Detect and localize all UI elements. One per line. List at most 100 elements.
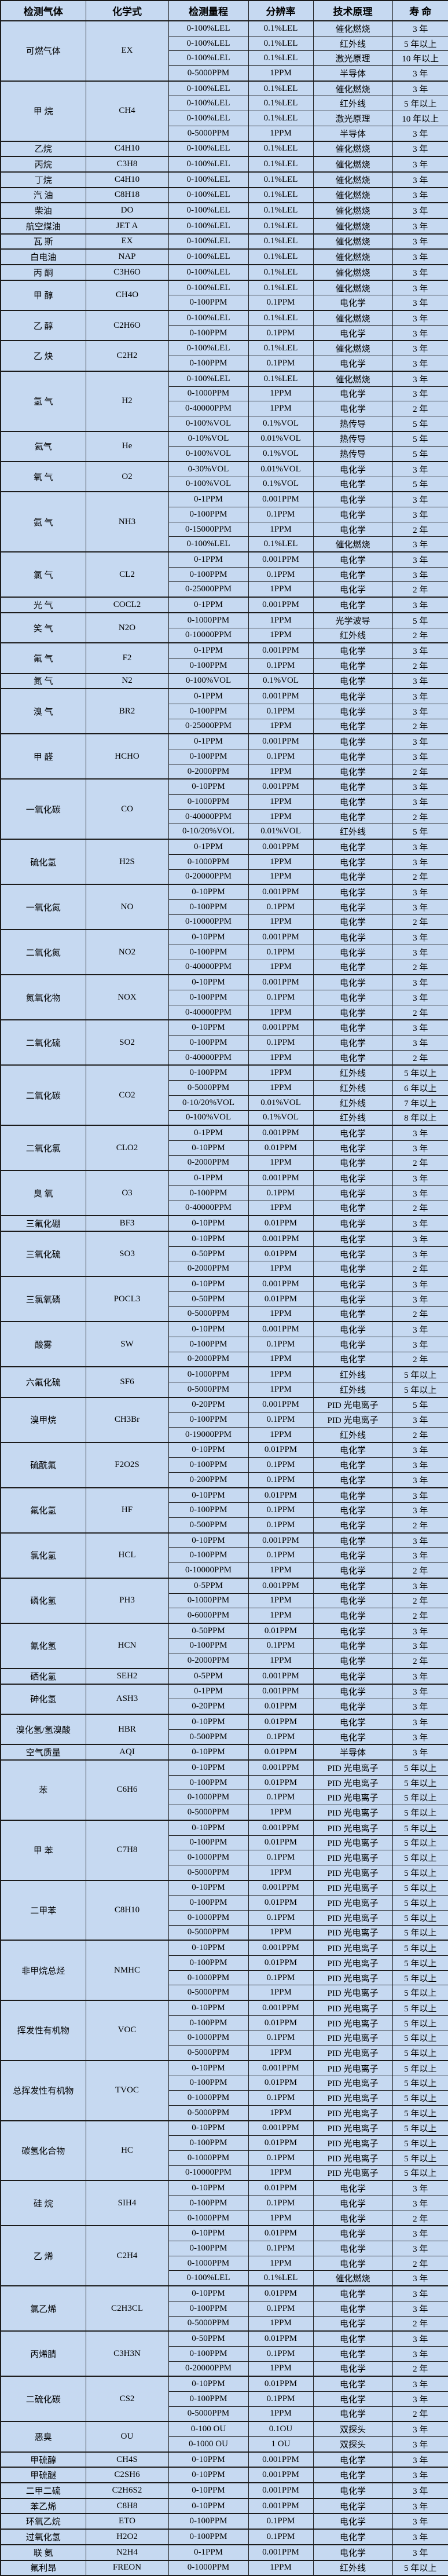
resolution-cell: 0.1%LEL	[248, 233, 314, 250]
principle-cell: 电化学	[313, 2180, 393, 2197]
resolution-cell: 0.001PPM	[248, 551, 314, 568]
lifespan-cell: 2 年	[392, 1351, 448, 1367]
range-cell: 0-40000PPM	[168, 1049, 249, 1066]
resolution-cell: 0.001PPM	[248, 1019, 314, 1036]
formula-cell: HCN	[85, 1622, 169, 1669]
resolution-cell: 1PPM	[248, 1924, 314, 1941]
resolution-cell: 1PPM	[248, 794, 314, 810]
table-row: 0-1000PPM 0.1PPM PID 光电离子 5 年以上	[1, 2030, 448, 2046]
principle-cell: 催化燃烧	[313, 171, 393, 188]
principle-cell: 电化学	[313, 703, 393, 719]
formula-cell: FREON	[85, 2559, 169, 2576]
table-row: 0-1000PPM 1PPM 电化学 2 年	[1, 2210, 448, 2226]
table-row: 航空煤油 JET A 0-100%LEL 0.1%LEL 催化燃烧 3 年	[0, 217, 448, 235]
resolution-cell: 1PPM	[248, 627, 314, 643]
table-row: 瓦 斯 EX 0-100%LEL 0.1%LEL 催化燃烧 3 年	[0, 233, 448, 250]
gas-name-cell: 白电油	[0, 248, 86, 265]
principle-cell: 热传导	[313, 415, 393, 432]
resolution-cell: 0.1%LEL	[248, 20, 314, 36]
principle-cell: PID 光电离子	[313, 1759, 393, 1776]
range-cell: 0-1000PPM	[168, 386, 249, 402]
resolution-cell: 1PPM	[248, 1653, 314, 1669]
principle-cell: 红外线	[313, 1381, 393, 1398]
resolution-cell: 0.01PPM	[248, 1487, 314, 1503]
principle-cell: 电化学	[313, 1638, 393, 1654]
gas-name-cell: 空气质量	[0, 1744, 86, 1761]
table-row: 挥发性有机物 VOC 0-10PPM 0.001PPM PID 光电离子 5 年以上	[0, 2000, 448, 2061]
principle-cell: 电化学	[313, 2451, 393, 2468]
table-row: 氯乙烯 C2H3CL 0-10PPM 0.01PPM 电化学 3 年	[0, 2285, 448, 2332]
principle-cell: 电化学	[313, 959, 393, 975]
lifespan-cell: 5 年以上	[392, 1064, 448, 1081]
range-cell: 0-100%VOL	[168, 1110, 249, 1126]
lifespan-cell: 3 年	[392, 1547, 448, 1564]
range-cell: 0-10/20%VOL	[168, 824, 249, 840]
table-row: 0-6000PPM 1PPM 电化学 2 年	[1, 1608, 448, 1624]
gas-name-cell: 砷化氢	[0, 1683, 86, 1715]
resolution-cell: 1PPM	[248, 2315, 314, 2332]
principle-cell: 半导体	[313, 125, 393, 142]
principle-cell: 电化学	[313, 1200, 393, 1216]
lifespan-cell: 3 年	[392, 566, 448, 583]
resolution-cell: 0.1%LEL	[248, 156, 314, 173]
resolution-cell: 0.1PPM	[248, 2346, 314, 2362]
resolution-cell: 0.1PPM	[248, 703, 314, 719]
gas-name-cell: 硒化氢	[0, 1667, 86, 1685]
table-row: 0-10000PPM 1PPM PID 光电离子 5 年以上	[1, 2165, 448, 2181]
table-row: 一氧化氮 NO 0-10PPM 0.001PPM 电化学 3 年	[0, 884, 448, 930]
lifespan-cell: 5 年以上	[392, 1835, 448, 1851]
principle-cell: 电化学	[313, 1321, 393, 1337]
lifespan-cell: 5 年以上	[392, 2135, 448, 2151]
range-cell: 0-1PPM	[168, 597, 249, 613]
range-cell: 0-1000PPM	[168, 1593, 249, 1609]
resolution-cell: 0.1%LEL	[248, 171, 314, 188]
lifespan-cell: 2 年	[392, 1593, 448, 1609]
table-row: 0-5000PPM 1PPM 红外线 6 年以上	[1, 1080, 448, 1096]
table-row: 0-5000PPM 1PPM 电化学 2 年	[1, 2406, 448, 2422]
principle-cell: PID 光电离子	[313, 2030, 393, 2046]
resolution-cell: 0.001PPM	[248, 778, 314, 795]
table-row: 0-100PPM 0.1PPM 电化学 3 年	[1, 295, 448, 311]
formula-cell: CH4	[85, 80, 169, 141]
table-row: 0-2000PPM 1PPM 电化学 2 年	[1, 1351, 448, 1367]
range-cell: 0-100PPM	[168, 899, 249, 915]
range-cell: 0-1PPM	[168, 688, 249, 704]
range-cell: 0-1PPM	[168, 733, 249, 750]
resolution-cell: 0.01PPM	[248, 1291, 314, 1307]
formula-cell: CH4O	[85, 279, 169, 311]
principle-cell: 电化学	[313, 581, 393, 598]
range-cell: 0-100%LEL	[168, 248, 249, 265]
lifespan-cell: 5 年以上	[392, 1381, 448, 1398]
range-cell: 0-10PPM	[168, 1879, 249, 1896]
resolution-cell: 0.1PPM	[248, 657, 314, 674]
lifespan-cell: 3 年	[392, 1487, 448, 1503]
resolution-cell: 0.1%LEL	[248, 279, 314, 296]
formula-cell: O2	[85, 460, 169, 492]
range-cell: 0-1PPM	[168, 551, 249, 568]
gas-name-cell: 氦气	[0, 430, 86, 462]
table-row: 0-200PPM 0.1PPM 电化学 3 年	[1, 1472, 448, 1488]
lifespan-cell: 3 年	[392, 20, 448, 36]
table-row: 二氧化硫 SO2 0-10PPM 0.001PPM 电化学 3 年	[0, 1019, 448, 1066]
lifespan-cell: 3 年	[392, 778, 448, 795]
lifespan-cell: 10 年以上	[392, 50, 448, 67]
table-row: 0-1000PPM 1PPM 电化学 3 年	[1, 386, 448, 402]
principle-cell: 电化学	[313, 386, 393, 402]
lifespan-cell: 5 年以上	[392, 2000, 448, 2016]
table-row: 0-100PPM 0.1PPM 电化学 3 年	[1, 507, 448, 522]
resolution-cell: 1PPM	[248, 1049, 314, 1066]
range-cell: 0-5000PPM	[168, 2406, 249, 2422]
range-cell: 0-100%LEL	[168, 340, 249, 357]
range-cell: 0-100%LEL	[168, 279, 249, 296]
principle-cell: 电化学	[313, 2391, 393, 2407]
principle-cell: 催化燃烧	[313, 310, 393, 326]
resolution-cell: 0.001PPM	[248, 688, 314, 704]
principle-cell: PID 光电离子	[313, 2000, 393, 2016]
principle-cell: 电化学	[313, 1261, 393, 1277]
principle-cell: 电化学	[313, 1532, 393, 1549]
principle-cell: 电化学	[313, 1336, 393, 1352]
range-cell: 0-10PPM	[168, 1744, 249, 1761]
lifespan-cell: 5 年以上	[392, 2059, 448, 2076]
table-row: 0-100PPM 0.1PPM 电化学 3 年	[1, 1035, 448, 1051]
lifespan-cell: 2 年	[392, 1426, 448, 1443]
